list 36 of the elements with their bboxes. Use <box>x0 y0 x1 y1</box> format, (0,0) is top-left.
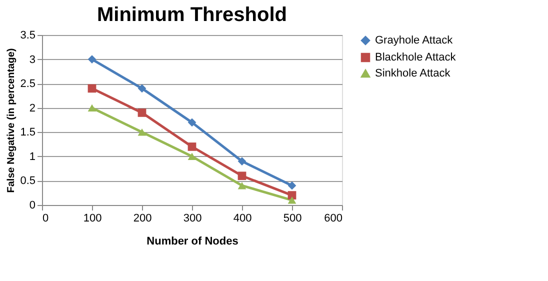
point <box>188 152 196 160</box>
y-tick-label: 3.5 <box>20 30 36 42</box>
x-tick-label: 200 <box>133 212 152 224</box>
legend-label: Grayhole Attack <box>375 34 454 46</box>
x-tick-label: 400 <box>233 212 252 224</box>
legend-label: Sinkhole Attack <box>375 68 451 80</box>
point <box>88 55 96 64</box>
point <box>188 142 196 151</box>
x-tick-label: 0 <box>42 212 49 224</box>
point <box>88 84 96 93</box>
x-axis-title: Number of Nodes <box>146 236 238 248</box>
y-tick-label: 0 <box>29 200 36 212</box>
x-tick-label: 500 <box>283 212 302 224</box>
point <box>288 196 296 204</box>
y-tick-label: 1.5 <box>20 126 36 139</box>
y-tick-label: 2.5 <box>20 78 36 90</box>
legend-label: Blackhole Attack <box>375 52 456 64</box>
y-tick-label: 1 <box>29 150 36 163</box>
point <box>288 181 296 190</box>
point <box>138 108 146 117</box>
point <box>138 84 146 93</box>
point <box>188 118 196 127</box>
point <box>288 191 296 200</box>
x-tick-label: 600 <box>324 212 342 224</box>
point <box>238 182 246 190</box>
chart-title: Minimum Threshold <box>97 4 287 26</box>
x-tick-label: 300 <box>183 212 202 224</box>
y-axis-title: False Negative (in percentage) <box>6 48 18 193</box>
point <box>238 172 246 180</box>
y-tick-label: 2 <box>29 102 36 114</box>
x-tick-label: 100 <box>83 212 102 224</box>
point <box>138 128 146 136</box>
y-tick-label: 0.5 <box>20 175 36 188</box>
point <box>88 104 96 112</box>
y-tick-label: 3 <box>29 54 36 66</box>
point <box>238 157 246 166</box>
